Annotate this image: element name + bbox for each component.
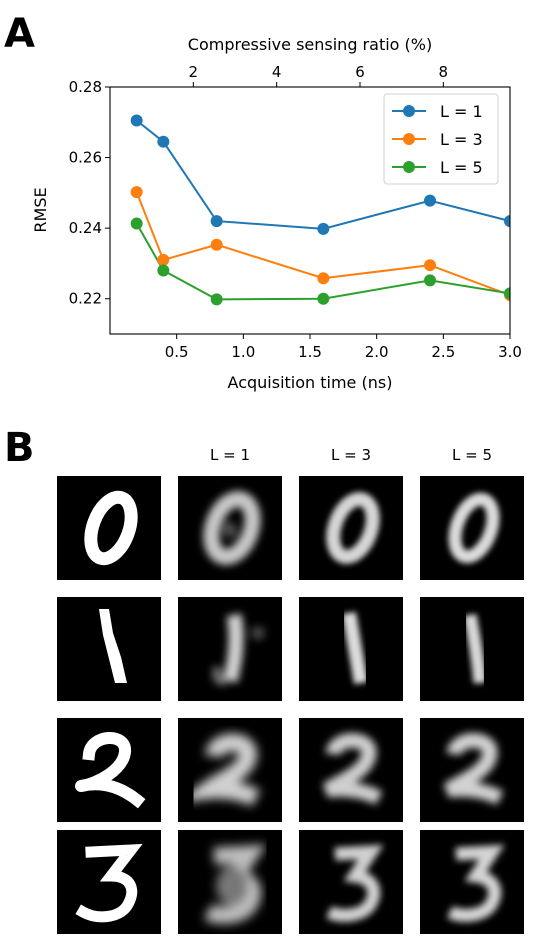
ground-truth-digit-0 [57,476,161,580]
top-axis-ticks: 2 4 6 8 [189,63,449,87]
x-axis-label: Acquisition time (ns) [228,373,393,392]
column-label-l1: L = 1 [209,446,250,464]
reconstruction-l1-digit-0 [178,476,282,580]
data-point [130,217,143,230]
panel-a-letter: A [4,11,35,57]
data-point [130,186,143,199]
y-tick-label: 0.26 [69,149,102,167]
data-point [210,238,223,251]
series-line [135,223,510,301]
top-tick-label: 2 [189,63,199,81]
y-tick-label: 0.28 [69,78,102,96]
reconstruction-l5-digit-2 [420,718,524,822]
column-label-l5: L = 5 [451,446,492,464]
legend: L = 1 L = 3 L = 5 [383,93,499,185]
legend-marker [403,105,415,117]
top-tick-label: 4 [272,63,282,81]
x-tick-label: 2.5 [431,343,455,361]
ground-truth-digit-3 [57,830,161,934]
y-tick-label: 0.24 [69,219,102,237]
reconstruction-l3-digit-1 [299,597,403,701]
data-point [424,194,436,207]
x-tick-label: 0.5 [165,343,189,361]
data-point [317,272,330,285]
legend-label: L = 1 [440,102,483,121]
reconstruction-l5-digit-1 [420,597,524,701]
reconstruction-l1-digit-3 [178,830,282,934]
data-point [317,222,330,235]
x-tick-label: 1.5 [298,343,322,361]
reconstruction-l3-digit-2 [299,718,403,822]
legend-box [383,93,499,185]
series-line [135,191,510,297]
legend-marker [403,161,415,173]
data-point [504,287,510,300]
y-tick-label: 0.22 [69,290,102,308]
legend-marker [403,133,415,145]
ground-truth-digit-1 [57,597,161,701]
data-point [130,114,143,127]
top-tick-label: 6 [355,63,365,81]
legend-label: L = 3 [440,130,483,149]
column-label-l3: L = 3 [330,446,371,464]
data-point [424,274,436,287]
x-tick-label: 3.0 [498,343,522,361]
plot-frame [109,86,511,335]
top-tick-label: 8 [439,63,449,81]
data-point [317,292,330,305]
data-point [504,215,510,228]
reconstruction-l5-digit-3 [420,830,524,934]
data-point [210,215,223,228]
data-point [157,264,170,277]
x-tick-label: 1.0 [231,343,255,361]
data-point [157,135,170,148]
reconstruction-l1-digit-2 [178,718,282,822]
reconstruction-l1-digit-1 [178,597,282,701]
x-axis-ticks: 0.5 1.0 1.5 2.0 2.5 3.0 [165,334,522,361]
x-tick-label: 2.0 [365,343,389,361]
reconstruction-l3-digit-3 [299,830,403,934]
y-axis-ticks: 0.22 0.24 0.26 0.28 [69,78,110,308]
panel-b-letter: B [4,425,35,471]
top-axis-label: Compressive sensing ratio (%) [188,35,432,54]
legend-label: L = 5 [440,158,483,177]
data-point [424,259,436,272]
ground-truth-digit-2 [57,718,161,822]
plot-area [130,114,510,306]
data-point [210,293,223,306]
reconstruction-l5-digit-0 [420,476,524,580]
data-point [157,253,170,266]
y-axis-label: RMSE [31,187,50,232]
reconstruction-l3-digit-0 [299,476,403,580]
series-layer [130,114,510,306]
